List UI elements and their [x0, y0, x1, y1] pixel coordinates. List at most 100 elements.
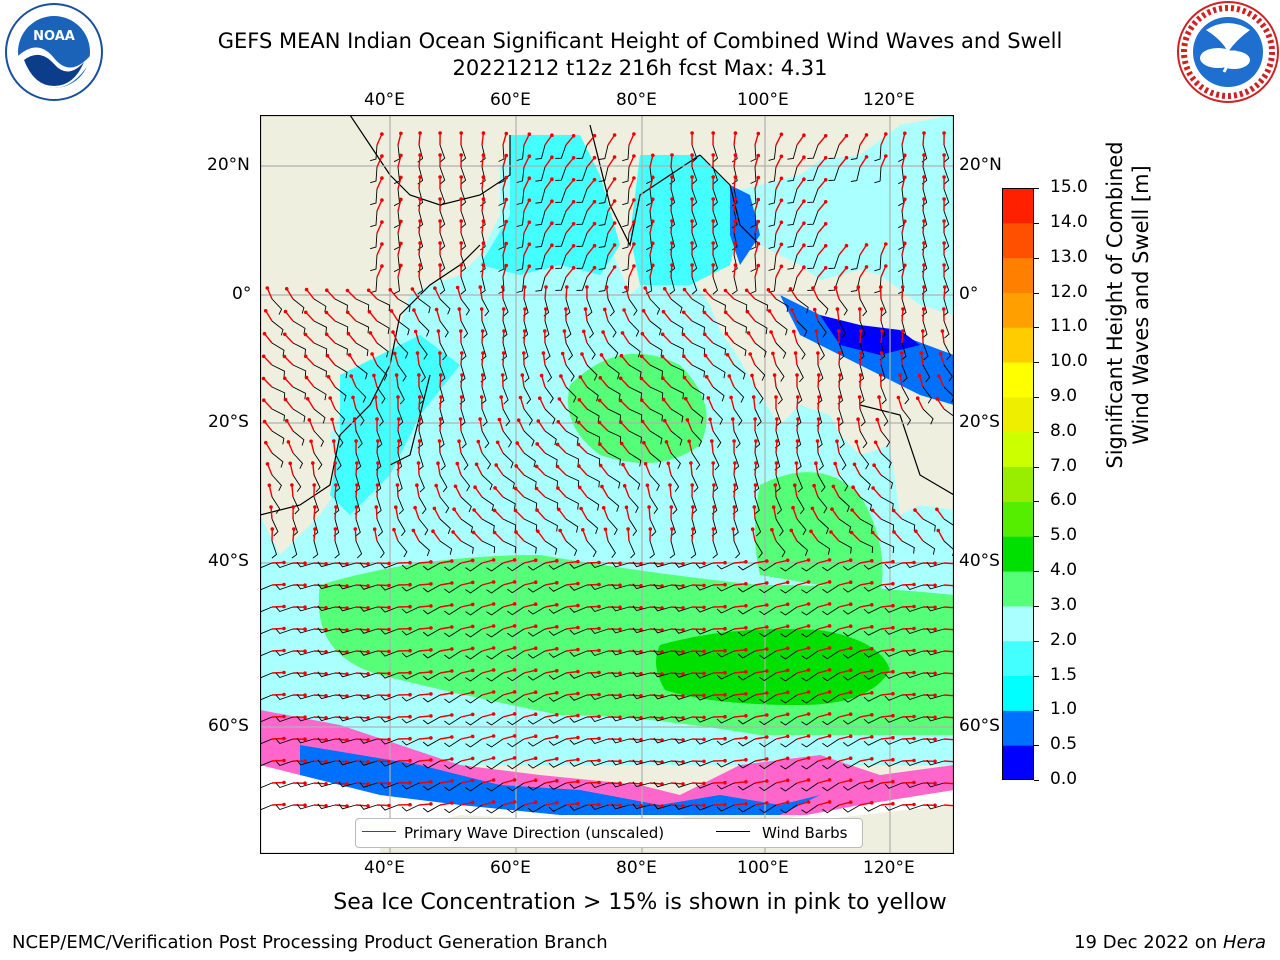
- wave-direction-arrow: [607, 222, 616, 234]
- wave-direction-arrow: [437, 331, 441, 344]
- wave-direction-arrow: [481, 352, 484, 366]
- wave-arrow-head: [439, 373, 443, 377]
- wave-direction-arrow: [544, 134, 553, 146]
- wave-arrow-head: [368, 331, 373, 335]
- wave-arrow-head: [844, 155, 849, 160]
- wave-arrow-head: [732, 439, 736, 443]
- wave-arrow-head: [942, 153, 946, 157]
- wave-direction-arrow: [347, 290, 357, 300]
- wave-arrow-head: [856, 285, 861, 289]
- wave-direction-arrow: [313, 584, 327, 587]
- wave-direction-arrow: [602, 331, 609, 344]
- wave-arrow-head: [851, 485, 855, 490]
- wave-arrow-head: [527, 242, 532, 246]
- wind-barb: [334, 452, 342, 471]
- wind-barb: [842, 738, 861, 747]
- wind-barb: [338, 627, 357, 634]
- wind-barb: [780, 650, 798, 660]
- wave-arrow-head: [512, 602, 517, 606]
- wave-direction-arrow: [733, 177, 737, 190]
- wave-direction-arrow: [479, 287, 483, 300]
- wave-arrow-head: [418, 241, 422, 245]
- wind-barb: [926, 803, 945, 810]
- wind-barb: [754, 298, 769, 312]
- wave-arrow-head: [922, 175, 926, 179]
- wind-barb: [943, 342, 952, 361]
- wave-arrow-head: [479, 395, 484, 399]
- wave-arrow-head: [288, 461, 292, 466]
- wave-direction-arrow: [502, 713, 515, 718]
- colorbar-tick-label: 3.0: [1050, 594, 1078, 615]
- wave-direction-arrow: [350, 375, 357, 388]
- wave-arrow-head: [912, 582, 916, 587]
- wave-arrow-head: [450, 713, 454, 717]
- wave-arrow-head: [848, 690, 853, 694]
- wave-direction-arrow: [811, 508, 819, 520]
- wind-barb: [622, 276, 630, 294]
- wind-barb: [523, 474, 537, 488]
- wave-arrow-head: [785, 690, 790, 695]
- wave-direction-arrow: [473, 509, 483, 520]
- wave-direction-arrow: [880, 693, 893, 696]
- wave-direction-arrow: [796, 178, 805, 190]
- wave-direction-arrow: [773, 507, 777, 520]
- wave-arrow-head: [491, 646, 496, 650]
- wave-direction-arrow: [817, 713, 830, 718]
- wind-barb: [296, 627, 315, 634]
- wave-arrow-head: [827, 778, 832, 782]
- wave-arrow-head: [470, 800, 475, 805]
- lon-tick-top-100: 100°E: [737, 90, 789, 110]
- wave-arrow-head: [744, 736, 748, 740]
- wave-arrow-head: [481, 131, 486, 135]
- wind-barb: [863, 650, 882, 658]
- wind-barb: [460, 496, 472, 513]
- wave-direction-arrow: [539, 397, 546, 410]
- wind-barb: [334, 298, 348, 312]
- wave-arrow-head: [470, 624, 475, 629]
- wave-arrow-head: [618, 781, 622, 786]
- wave-direction-arrow: [838, 625, 851, 630]
- wave-arrow-head: [823, 266, 828, 270]
- wave-arrow-head: [704, 375, 709, 379]
- wind-barb: [780, 738, 798, 748]
- wave-direction-arrow: [792, 507, 798, 520]
- wave-arrow-head: [265, 286, 270, 290]
- wave-direction-arrow: [775, 440, 778, 454]
- wave-arrow-head: [527, 154, 532, 158]
- wind-barb: [334, 364, 348, 379]
- wave-direction-arrow: [817, 267, 827, 278]
- wave-direction-arrow: [460, 691, 473, 696]
- wave-direction-arrow: [901, 627, 915, 630]
- wave-direction-arrow: [607, 200, 616, 212]
- wave-arrow-head: [640, 331, 645, 336]
- wave-direction-arrow: [292, 528, 295, 542]
- wave-direction-arrow: [620, 377, 630, 388]
- west-coast-cyan: [330, 335, 460, 515]
- wave-arrow-head: [900, 285, 905, 289]
- wind-barb: [498, 232, 505, 250]
- wave-arrow-head: [831, 484, 836, 489]
- wave-arrow-head: [481, 263, 486, 267]
- wave-arrow-head: [733, 263, 738, 267]
- wave-arrow-head: [265, 462, 270, 466]
- wave-direction-arrow: [334, 606, 348, 609]
- wave-direction-arrow: [307, 398, 315, 410]
- wind-barb: [695, 716, 714, 723]
- wind-barb: [397, 386, 405, 405]
- wave-direction-arrow: [624, 485, 630, 498]
- wind-barb: [565, 496, 579, 510]
- wind-barb: [731, 144, 738, 163]
- wave-direction-arrow: [333, 441, 336, 454]
- wind-barb: [527, 760, 546, 769]
- wave-direction-arrow: [880, 627, 893, 630]
- wave-arrow-head: [262, 331, 267, 336]
- wave-direction-arrow: [271, 561, 285, 564]
- wave-direction-arrow: [565, 758, 578, 762]
- wave-arrow-head: [723, 560, 727, 565]
- wave-arrow-head: [848, 756, 853, 760]
- wave-direction-arrow: [271, 715, 285, 718]
- wave-arrow-head: [303, 737, 307, 741]
- wind-barb: [712, 232, 719, 251]
- wave-arrow-head: [577, 398, 582, 402]
- wave-direction-arrow: [641, 399, 651, 410]
